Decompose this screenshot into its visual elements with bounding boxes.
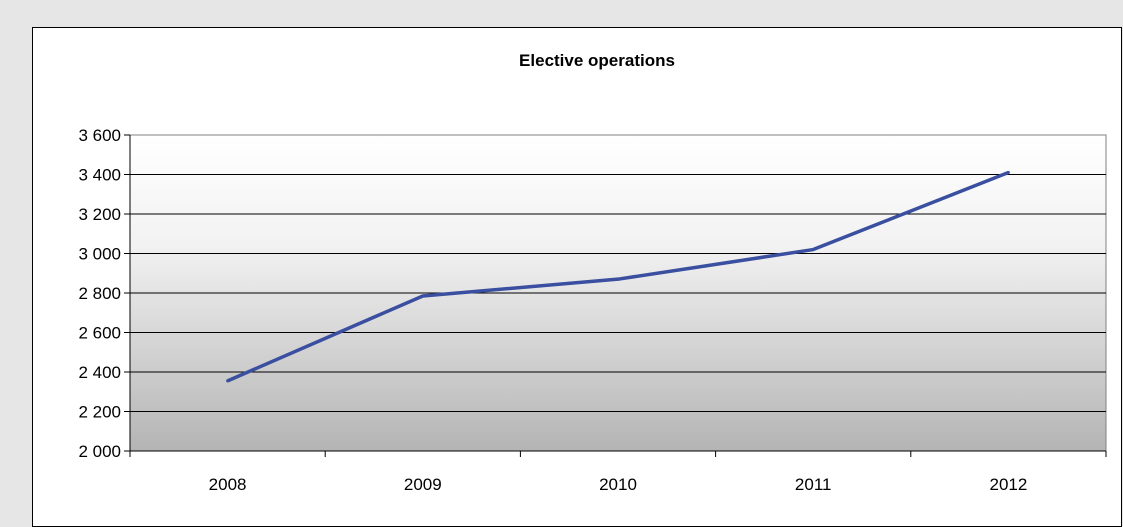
series-group — [226, 170, 1010, 383]
y-tick-label: 2 800 — [78, 284, 121, 303]
y-tick-label: 2 200 — [78, 403, 121, 422]
line-chart: Elective operations 2 000 2 200 2 400 2 600… — [78, 51, 1107, 494]
x-tick-label: 2010 — [599, 475, 637, 494]
x-tick-label: 2012 — [989, 475, 1027, 494]
y-tick-label: 3 200 — [78, 205, 121, 224]
y-tick-label: 2 600 — [78, 324, 121, 343]
x-tick-label: 2008 — [209, 475, 247, 494]
y-tick-label: 2 000 — [78, 442, 121, 461]
y-tick-label: 3 000 — [78, 245, 121, 264]
y-tick-label: 2 400 — [78, 363, 121, 382]
x-tick-label: 2009 — [404, 475, 442, 494]
x-tick-label: 2011 — [795, 475, 832, 494]
chart-title: Elective operations — [519, 51, 675, 70]
data-point — [616, 277, 620, 281]
y-tick-label: 3 400 — [78, 166, 121, 185]
data-point — [421, 294, 425, 298]
y-tick-label: 3 600 — [78, 126, 121, 145]
gridlines — [130, 174, 1106, 412]
data-point — [1006, 171, 1010, 175]
y-axis: 2 000 2 200 2 400 2 600 2 800 3 000 3 200 3 400… — [78, 126, 131, 461]
data-point — [811, 248, 815, 252]
data-point — [226, 379, 230, 383]
x-axis: 2008 2009 2010 2011 2012 — [129, 450, 1107, 494]
